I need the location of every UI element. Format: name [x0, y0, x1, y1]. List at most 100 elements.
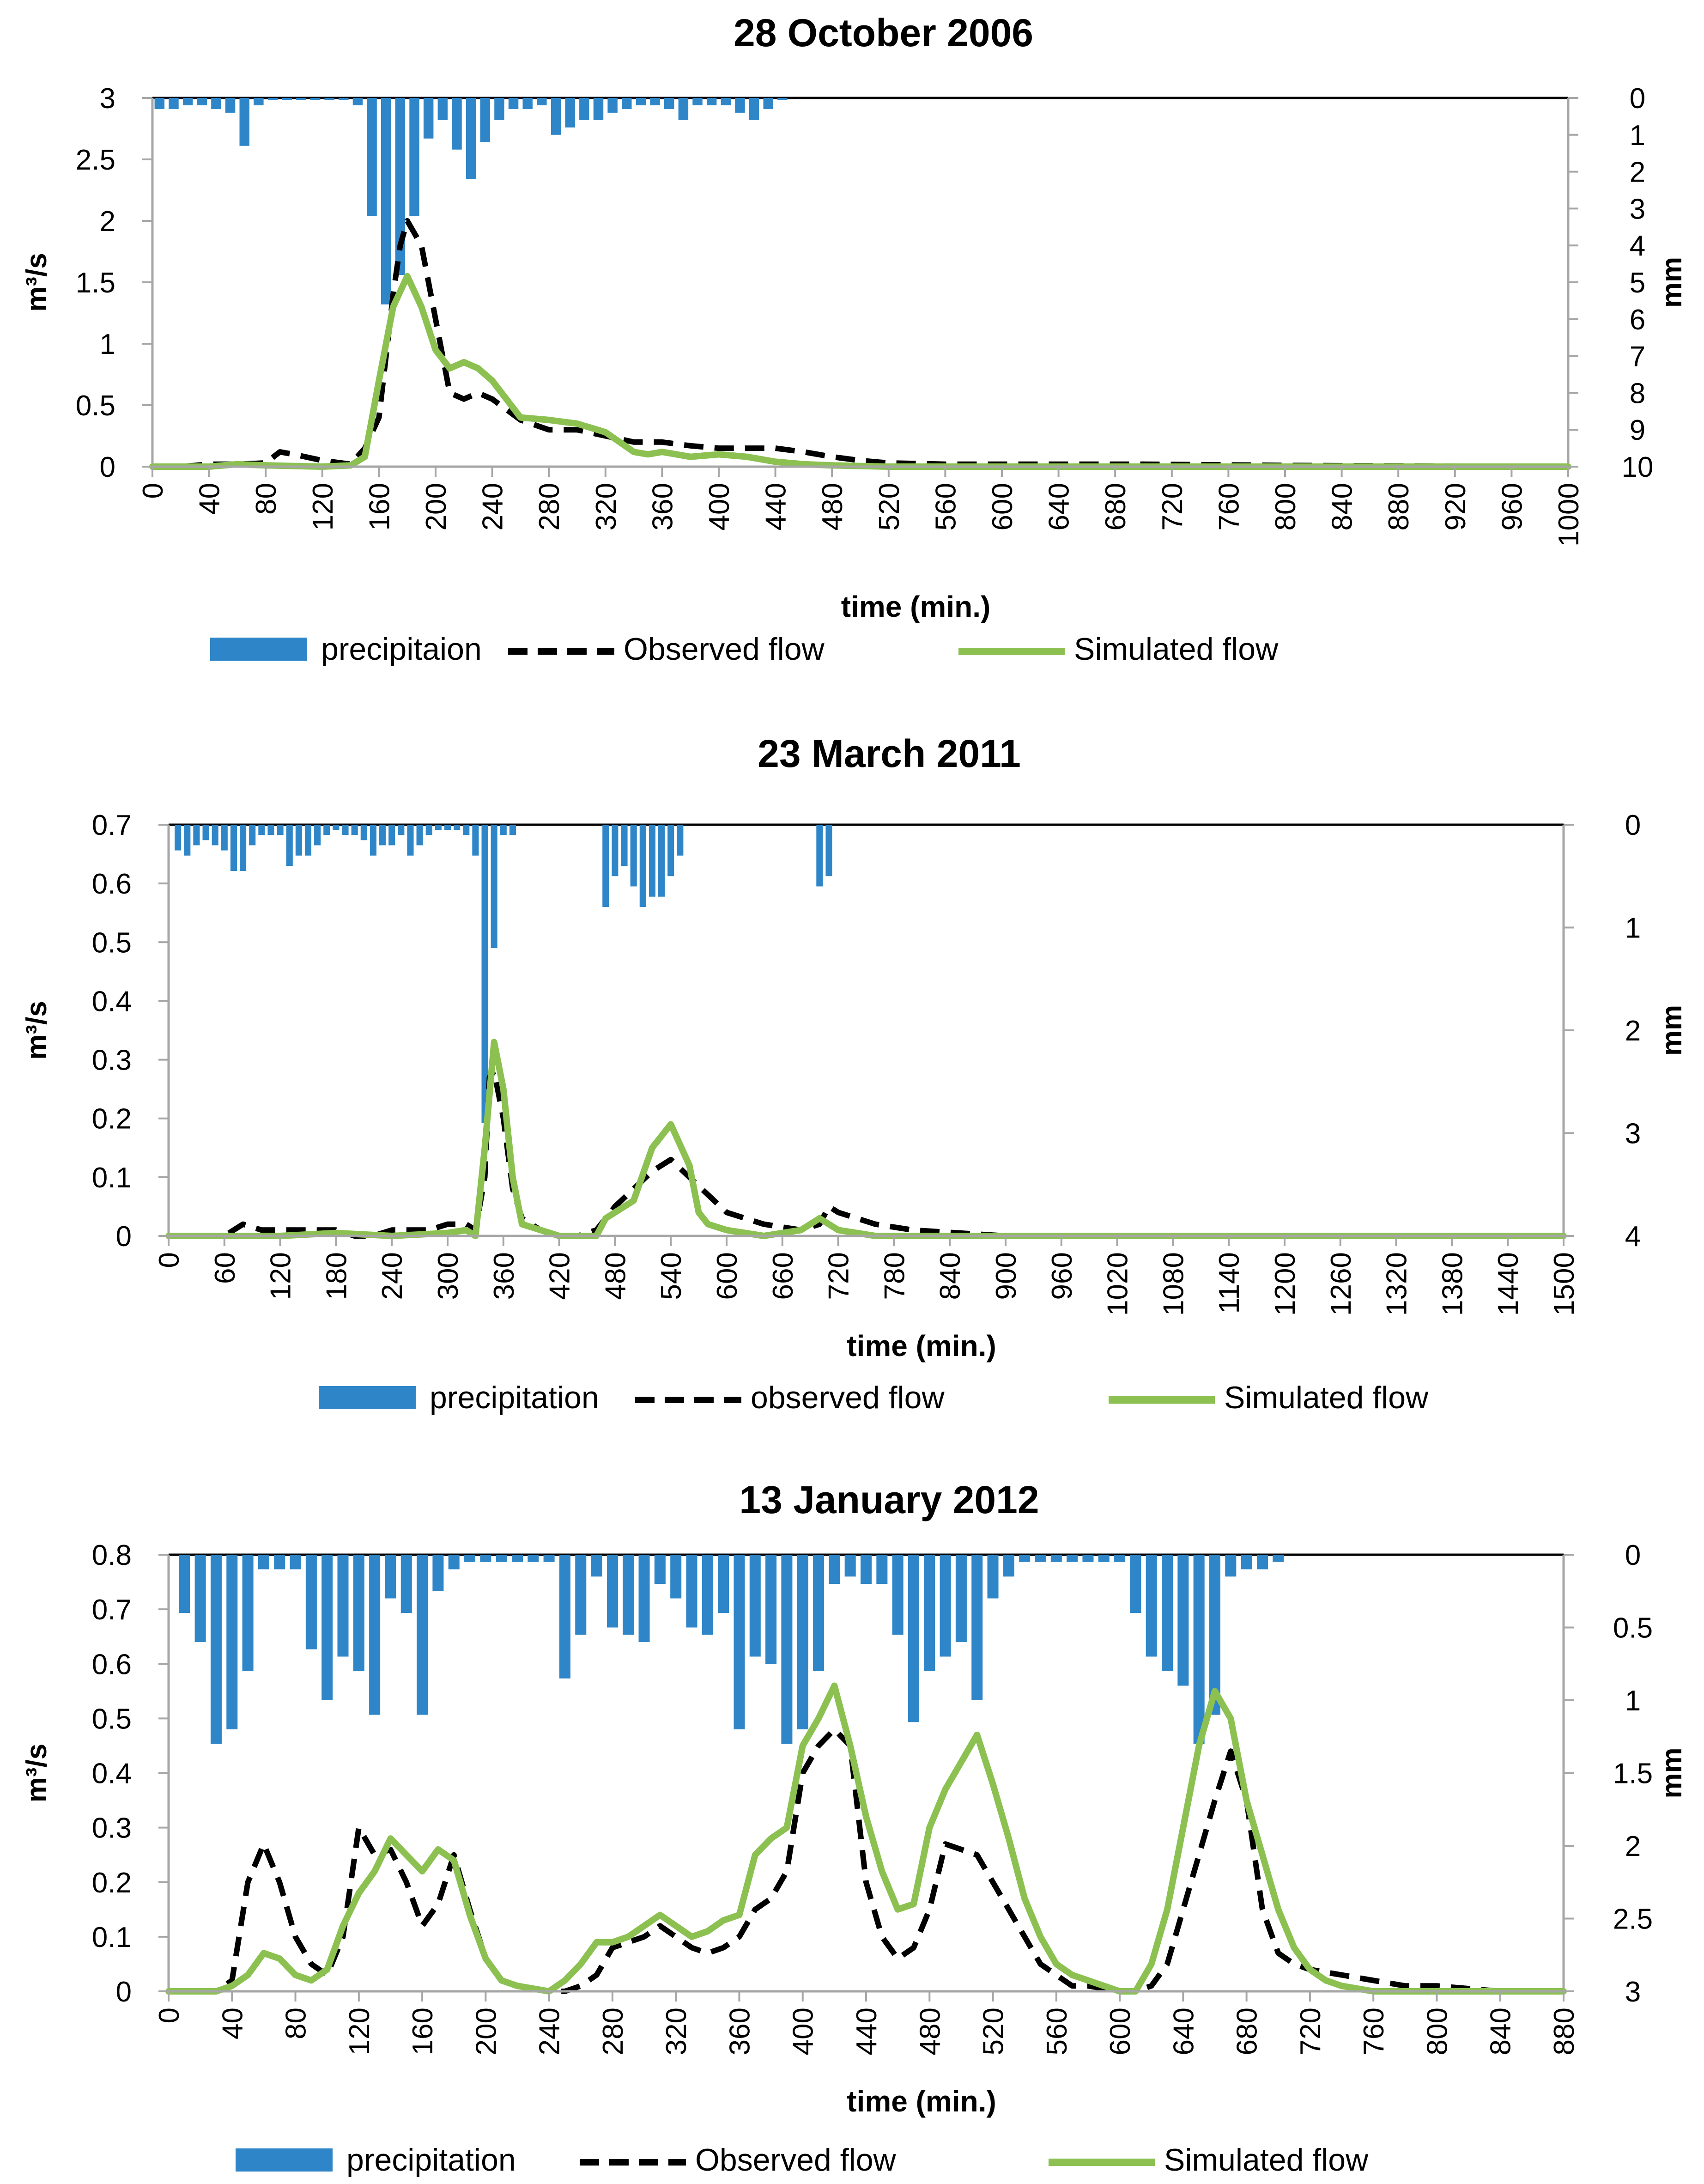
precipitation-bar: [254, 98, 264, 105]
legend-precipitation-label: precipitation: [430, 1380, 599, 1415]
y-left-tick-label: 0.4: [92, 1758, 132, 1790]
precipitation-bar: [240, 825, 247, 871]
precipitation-bar: [860, 1555, 872, 1584]
precipitation-bar: [282, 98, 292, 100]
y-right-tick-label: 2: [1625, 1831, 1641, 1862]
precipitation-bar: [385, 1555, 396, 1599]
precipitation-bar: [395, 98, 406, 275]
precipitation-bar: [825, 825, 832, 876]
y-right-tick-label: 8: [1630, 377, 1645, 409]
x-tick-label: 560: [1041, 2008, 1073, 2055]
precipitation-bar: [1019, 1555, 1031, 1562]
x-tick-label: 320: [590, 483, 622, 530]
y-left-tick-label: 1.5: [76, 267, 115, 299]
precipitation-bar: [369, 1555, 381, 1715]
precipitation-bar: [735, 98, 745, 113]
precipitation-bar: [435, 825, 442, 830]
precipitation-bar: [480, 1555, 491, 1562]
y-left-tick-label: 2.5: [76, 144, 115, 176]
precipitation-bar: [323, 825, 330, 835]
precipitation-bar: [454, 825, 461, 830]
precipitation-bar: [496, 1555, 507, 1562]
precipitation-bar: [508, 98, 519, 109]
precipitation-bar: [1082, 1555, 1094, 1562]
precipitation-bar: [339, 98, 349, 100]
precipitation-bar: [304, 825, 312, 856]
precipitation-bar: [734, 1555, 745, 1729]
precipitation-bar: [305, 1555, 317, 1649]
y-left-tick-label: 0.5: [92, 1703, 132, 1735]
precipitation-bar: [678, 98, 689, 120]
legend: precipitation Observed flow Simulated flow: [236, 2142, 1369, 2178]
y-left-tick-label: 1: [100, 329, 115, 360]
precipitation-bar: [267, 825, 274, 835]
precipitation-bar: [1241, 1555, 1252, 1570]
x-tick-label: 1260: [1325, 1252, 1357, 1316]
precipitation-bar: [351, 825, 358, 835]
x-tick-label: 240: [477, 483, 509, 530]
precipitation-bar: [472, 825, 479, 856]
y-right-tick-label: 2.5: [1613, 1904, 1653, 1935]
x-tick-label: 200: [420, 483, 452, 530]
precipitation-bar: [379, 825, 386, 846]
precipitation-bar: [622, 98, 632, 109]
y-left-tick-label: 0: [100, 451, 115, 483]
precipitation-bar: [407, 825, 414, 856]
precipitation-bar: [321, 1555, 333, 1700]
x-tick-label: 780: [879, 1252, 910, 1300]
y-left-axis-label: m³/s: [21, 1744, 53, 1802]
precipitation-bar: [267, 98, 278, 100]
chart-title: 23 March 2011: [758, 732, 1021, 775]
legend-precipitation-label: precipitation: [346, 2142, 516, 2178]
precipitation-bar: [258, 825, 265, 835]
precipitation-bar: [677, 825, 684, 856]
precipitation-bar: [212, 825, 218, 846]
x-tick-label: 420: [544, 1252, 576, 1300]
x-tick-label: 120: [307, 483, 339, 530]
x-tick-label: 280: [534, 483, 565, 530]
precipitation-bar: [225, 98, 236, 113]
x-tick-label: 200: [470, 2008, 502, 2055]
precipitation-bar: [1035, 1555, 1046, 1562]
precipitation-bar: [295, 825, 302, 856]
precipitation-bar: [211, 98, 221, 109]
precipitation-bar: [621, 825, 628, 866]
x-tick-label: 440: [760, 483, 792, 530]
y-left-tick-label: 0.7: [92, 1594, 132, 1626]
precipitation-bar: [416, 825, 423, 846]
legend-precipitation-label: precipitaion: [321, 632, 482, 667]
x-tick-label: 800: [1270, 483, 1302, 530]
precipitation-bar: [491, 825, 497, 948]
x-tick-label: 40: [217, 2008, 249, 2039]
y-left-axis-label: m³/s: [21, 1001, 53, 1059]
legend: precipitation observed flow Simulated flow: [319, 1380, 1429, 1415]
precipitation-bar: [763, 98, 774, 109]
x-tick-label: 0: [137, 483, 169, 499]
precipitation-bar: [1177, 1555, 1189, 1686]
precipitation-bar: [333, 825, 340, 830]
precipitation-bar: [226, 1555, 238, 1729]
x-tick-label: 640: [1168, 2008, 1200, 2055]
legend-observed-label: Observed flow: [624, 632, 825, 667]
precipitation-bar: [559, 1555, 570, 1679]
precipitation-bar: [551, 98, 561, 135]
y-right-tick-label: 2: [1625, 1015, 1641, 1047]
x-tick-label: 440: [851, 2008, 883, 2055]
precipitation-bar: [1003, 1555, 1014, 1577]
precipitation-bar: [249, 825, 256, 846]
precipitation-bar: [169, 98, 179, 109]
precipitation-bar: [813, 1555, 825, 1671]
x-tick-label: 900: [990, 1252, 1022, 1300]
precipitation-bar: [353, 1555, 364, 1671]
precipitation-bar: [448, 1555, 460, 1570]
precipitation-bar: [367, 98, 377, 216]
precipitation-bar: [537, 98, 547, 105]
precipitation-bar: [509, 825, 516, 835]
precipitation-bar: [658, 825, 665, 897]
x-tick-label: 280: [597, 2008, 629, 2055]
x-tick-label: 1000: [1553, 483, 1585, 547]
precipitation-bar: [398, 825, 405, 835]
precipitation-bar: [452, 98, 462, 150]
x-tick-label: 0: [153, 1252, 185, 1268]
precipitation-bar: [210, 1555, 222, 1744]
